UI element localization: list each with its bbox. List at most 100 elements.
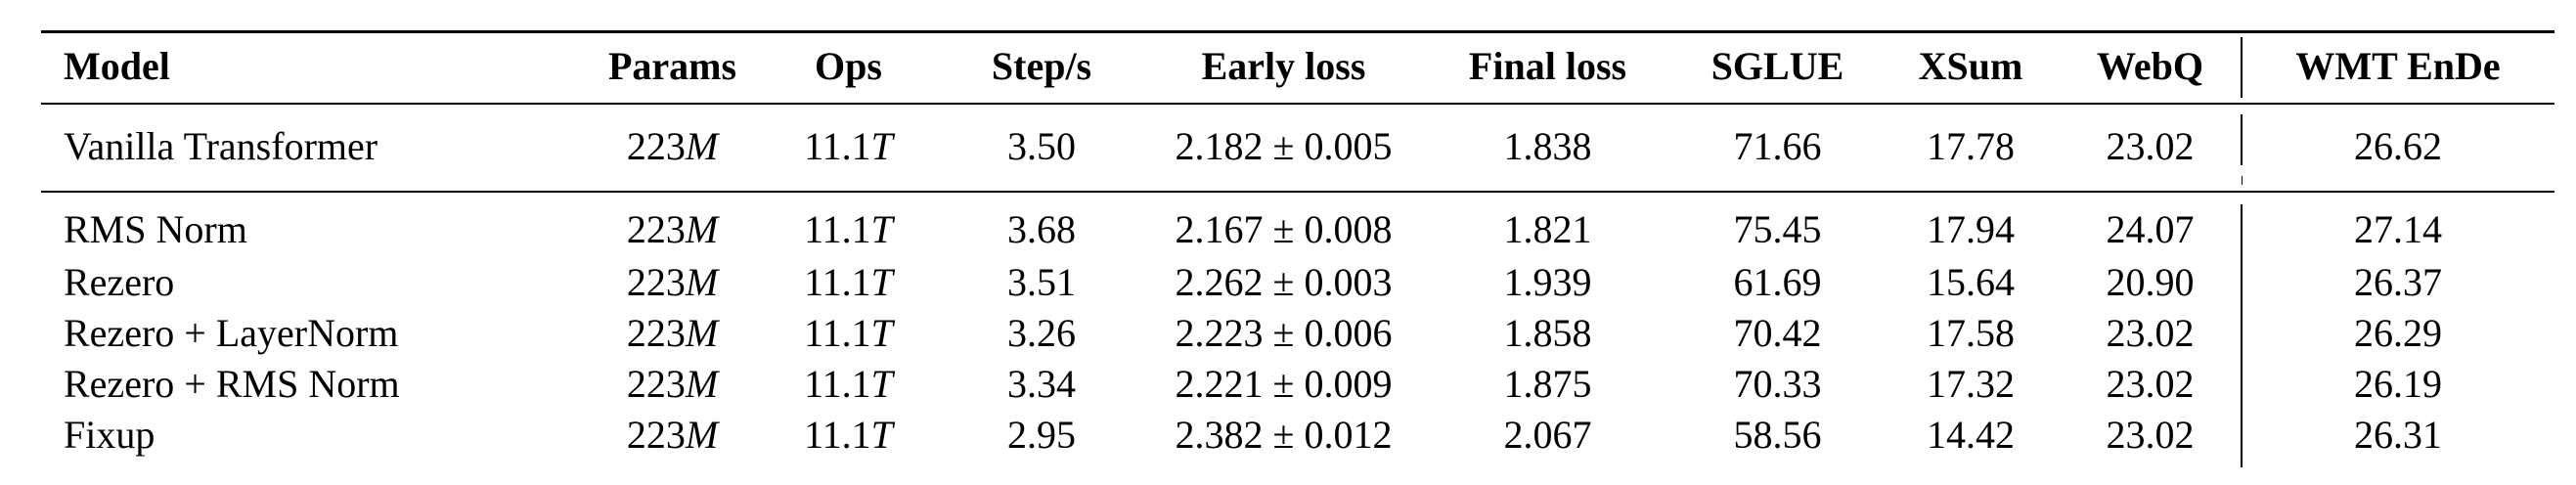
cell-ops: 11.1T [758, 359, 939, 410]
header-final-loss: Final loss [1468, 44, 1627, 88]
cell-ops: 11.1T [758, 257, 939, 308]
cell-early-loss: 2.223 ± 0.006 [1175, 311, 1393, 355]
cell-params: 223M [587, 257, 758, 308]
params-value: 223 [626, 260, 686, 304]
cell-final-loss: 1.821 [1503, 207, 1592, 251]
cell-steps: 2.95 [1007, 413, 1076, 457]
header-ops: Ops [815, 44, 882, 88]
cell-ops: 11.1T [758, 410, 939, 461]
params-unit: M [685, 311, 719, 355]
cell-wmt-ende: 26.31 [2354, 413, 2442, 457]
table-row: Fixup 223M 11.1T 2.95 2.382 ± 0.012 2.06… [41, 410, 2554, 461]
header-params: Params [607, 44, 737, 88]
results-table: Model Params Ops Step/s Early loss Final… [41, 30, 2554, 461]
vertical-separator-vanilla [2241, 114, 2243, 165]
cell-model: Fixup [64, 413, 155, 457]
cell-steps: 3.26 [1007, 311, 1076, 355]
params-unit: M [685, 362, 719, 406]
cell-webq: 24.07 [2106, 207, 2195, 251]
header-model: Model [64, 44, 170, 88]
cell-params: 223M [587, 191, 758, 257]
header-wmt-ende: WMT EnDe [2295, 44, 2501, 88]
cell-final-loss: 2.067 [1503, 413, 1592, 457]
cell-model: Rezero [64, 260, 175, 304]
params-value: 223 [626, 413, 686, 457]
table-row: Rezero + LayerNorm 223M 11.1T 3.26 2.223… [41, 308, 2554, 359]
params-value: 223 [626, 124, 686, 168]
ops-unit: T [870, 124, 893, 168]
cell-sglue: 70.33 [1733, 362, 1822, 406]
ops-unit: T [870, 311, 893, 355]
cell-model: RMS Norm [64, 207, 247, 251]
cell-final-loss: 1.875 [1503, 362, 1592, 406]
cell-model: Rezero + LayerNorm [64, 311, 399, 355]
cell-ops: 11.1T [758, 103, 939, 191]
vertical-separator-header [2241, 37, 2243, 98]
header-sglue: SGLUE [1710, 44, 1844, 88]
cell-final-loss: 1.838 [1503, 124, 1592, 168]
cell-early-loss: 2.182 ± 0.005 [1175, 124, 1393, 168]
ops-value: 11.1 [804, 413, 871, 457]
cell-xsum: 17.78 [1927, 124, 2015, 168]
ops-unit: T [870, 260, 893, 304]
cell-params: 223M [587, 103, 758, 191]
table-top-rule [41, 30, 2554, 33]
table-row: RMS Norm 223M 11.1T 3.68 2.167 ± 0.008 1… [41, 191, 2554, 257]
ops-unit: T [870, 207, 893, 251]
cell-xsum: 14.42 [1927, 413, 2015, 457]
cell-final-loss: 1.939 [1503, 260, 1592, 304]
header-webq: WebQ [2097, 44, 2203, 88]
cell-ops: 11.1T [758, 308, 939, 359]
cell-webq: 23.02 [2106, 362, 2195, 406]
params-unit: M [685, 413, 719, 457]
ops-unit: T [870, 362, 893, 406]
table-section-rule [41, 191, 2554, 193]
cell-webq: 23.02 [2106, 311, 2195, 355]
cell-steps: 3.34 [1007, 362, 1076, 406]
cell-xsum: 17.94 [1927, 207, 2015, 251]
cell-model: Vanilla Transformer [64, 124, 378, 168]
ops-unit: T [870, 413, 893, 457]
cell-model: Rezero + RMS Norm [64, 362, 400, 406]
ops-value: 11.1 [804, 207, 871, 251]
table-header-rule [41, 103, 2554, 105]
cell-final-loss: 1.858 [1503, 311, 1592, 355]
cell-early-loss: 2.382 ± 0.012 [1175, 413, 1393, 457]
cell-sglue: 75.45 [1733, 207, 1822, 251]
header-early-loss: Early loss [1201, 44, 1366, 88]
cell-sglue: 58.56 [1733, 413, 1822, 457]
vertical-separator-dash [2242, 176, 2243, 185]
cell-steps: 3.50 [1007, 124, 1076, 168]
cell-early-loss: 2.167 ± 0.008 [1175, 207, 1393, 251]
cell-ops: 11.1T [758, 191, 939, 257]
table-row: Rezero 223M 11.1T 3.51 2.262 ± 0.003 1.9… [41, 257, 2554, 308]
header-xsum: XSum [1918, 44, 2023, 88]
params-value: 223 [626, 311, 686, 355]
cell-steps: 3.68 [1007, 207, 1076, 251]
vertical-separator-block [2241, 204, 2243, 467]
ops-value: 11.1 [804, 362, 871, 406]
ops-value: 11.1 [804, 260, 871, 304]
cell-sglue: 71.66 [1733, 124, 1822, 168]
cell-params: 223M [587, 410, 758, 461]
cell-wmt-ende: 26.29 [2354, 311, 2442, 355]
ops-value: 11.1 [804, 311, 871, 355]
cell-sglue: 70.42 [1733, 311, 1822, 355]
ops-value: 11.1 [804, 124, 871, 168]
cell-xsum: 17.58 [1927, 311, 2015, 355]
cell-wmt-ende: 26.37 [2354, 260, 2442, 304]
header-steps: Step/s [991, 44, 1092, 88]
params-unit: M [685, 260, 719, 304]
cell-steps: 3.51 [1007, 260, 1076, 304]
table-row: Vanilla Transformer 223M 11.1T 3.50 2.18… [41, 103, 2554, 191]
cell-webq: 20.90 [2106, 260, 2195, 304]
cell-xsum: 17.32 [1927, 362, 2015, 406]
cell-sglue: 61.69 [1733, 260, 1822, 304]
params-value: 223 [626, 362, 686, 406]
cell-params: 223M [587, 308, 758, 359]
cell-early-loss: 2.221 ± 0.009 [1175, 362, 1393, 406]
cell-early-loss: 2.262 ± 0.003 [1175, 260, 1393, 304]
cell-wmt-ende: 26.19 [2354, 362, 2442, 406]
cell-xsum: 15.64 [1927, 260, 2015, 304]
